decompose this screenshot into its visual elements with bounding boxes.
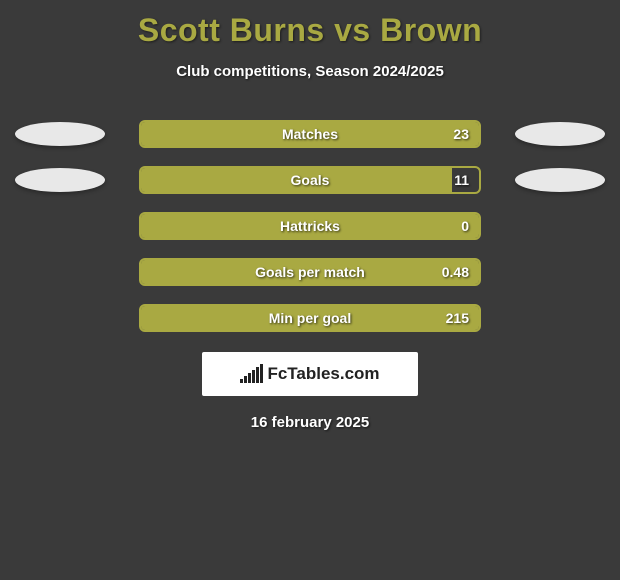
stat-label: Hattricks: [280, 218, 340, 234]
logo-bar-segment: [256, 367, 259, 383]
stat-value: 23: [453, 126, 469, 142]
stat-value: 0: [461, 218, 469, 234]
logo-box: FcTables.com: [202, 352, 418, 396]
stats-chart: Matches 23 Goals 11 Hattricks 0 Goals per matc…: [0, 120, 620, 332]
logo-bar-segment: [240, 379, 243, 383]
stat-value: 215: [446, 310, 469, 326]
logo-bar-segment: [252, 370, 255, 383]
stat-row: Min per goal 215: [0, 304, 620, 332]
stat-row: Goals 11: [0, 166, 620, 194]
logo-bars-icon: [240, 365, 263, 383]
left-placeholder-ellipse: [15, 122, 105, 146]
stat-label: Goals per match: [255, 264, 365, 280]
date-text: 16 february 2025: [0, 414, 620, 431]
logo-bar-segment: [244, 376, 247, 383]
logo-text: FcTables.com: [267, 364, 379, 384]
right-placeholder-ellipse: [515, 168, 605, 192]
stat-label: Matches: [282, 126, 338, 142]
stat-row: Hattricks 0: [0, 212, 620, 240]
stat-bar: Goals per match 0.48: [139, 258, 481, 286]
stat-bar: Min per goal 215: [139, 304, 481, 332]
stat-label: Goals: [291, 172, 330, 188]
logo-bar-segment: [260, 364, 263, 383]
left-placeholder-ellipse: [15, 168, 105, 192]
stat-label: Min per goal: [269, 310, 351, 326]
stat-row: Matches 23: [0, 120, 620, 148]
logo-content: FcTables.com: [240, 364, 379, 384]
stat-row: Goals per match 0.48: [0, 258, 620, 286]
stat-bar: Hattricks 0: [139, 212, 481, 240]
stat-bar: Goals 11: [139, 166, 481, 194]
stat-value: 11: [454, 172, 469, 188]
page-title: Scott Burns vs Brown: [0, 0, 620, 49]
logo-bar-segment: [248, 373, 251, 383]
page-subtitle: Club competitions, Season 2024/2025: [0, 63, 620, 80]
stat-bar: Matches 23: [139, 120, 481, 148]
stat-value: 0.48: [442, 264, 469, 280]
right-placeholder-ellipse: [515, 122, 605, 146]
